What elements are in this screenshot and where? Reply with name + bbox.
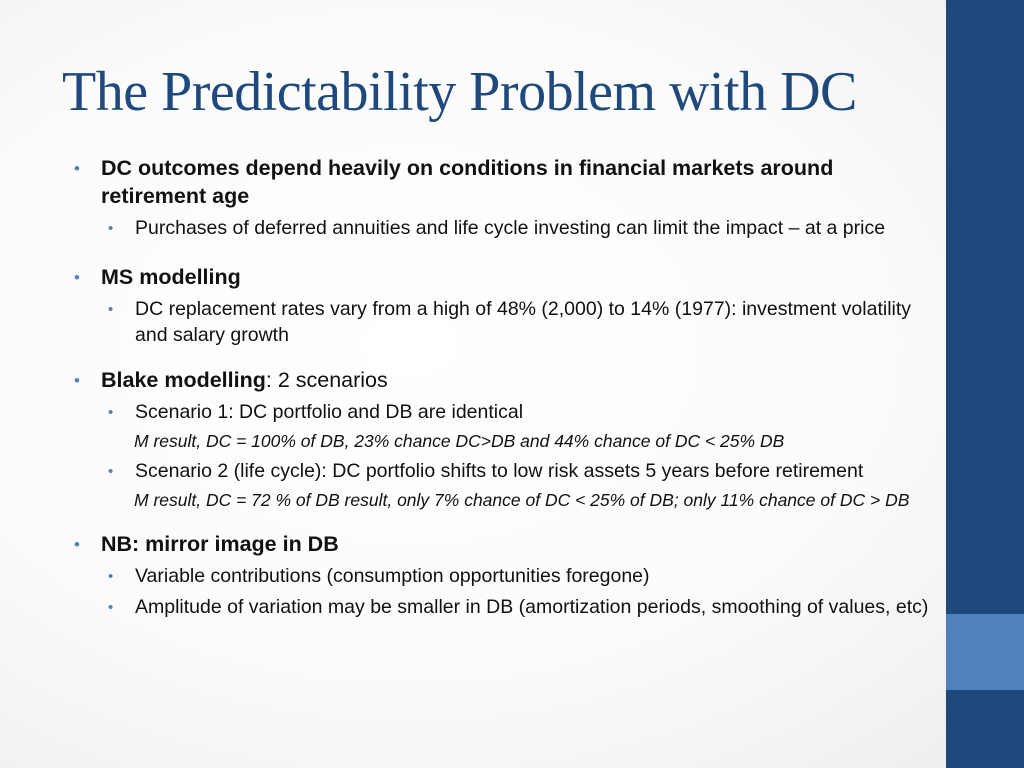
- bullet-item: • MS modelling: [74, 263, 934, 291]
- bullet-dot-icon: •: [74, 371, 80, 390]
- sidebar-accent-block: [946, 614, 1024, 690]
- bullet-dot-icon: •: [74, 535, 80, 554]
- bullet-item: • DC outcomes depend heavily on conditio…: [74, 154, 934, 210]
- sub-bullet-dot-icon: •: [108, 568, 114, 585]
- sub-bullet-text: Purchases of deferred annuities and life…: [135, 217, 886, 239]
- bullet-item: • NB: mirror image in DB: [74, 530, 934, 558]
- bullet-text: MS modelling: [101, 265, 241, 289]
- sub-bullet-item: • Scenario 2 (life cycle): DC portfolio …: [108, 458, 934, 484]
- sub-bullet-dot-icon: •: [108, 220, 114, 237]
- sub-bullet-text: Scenario 1: DC portfolio and DB are iden…: [135, 401, 524, 423]
- bullet-item: • Blake modelling: 2 scenarios: [74, 366, 934, 394]
- sub-bullet-text: Amplitude of variation may be smaller in…: [135, 596, 929, 618]
- scenario-result-note: M result, DC = 72 % of DB result, only 7…: [134, 490, 910, 510]
- sub-bullet-text: Variable contributions (consumption oppo…: [135, 565, 650, 587]
- sub-bullet-dot-icon: •: [108, 599, 114, 616]
- bullet-group-ms-modelling: • MS modelling • DC replacement rates va…: [74, 263, 934, 348]
- bullet-dot-icon: •: [74, 159, 80, 178]
- bullet-group-mirror-image: • NB: mirror image in DB • Variable cont…: [74, 530, 934, 620]
- sub-bullet-item: • Amplitude of variation may be smaller …: [108, 594, 934, 620]
- bullet-text: DC outcomes depend heavily on conditions…: [101, 156, 834, 208]
- slide-content: • DC outcomes depend heavily on conditio…: [74, 154, 934, 638]
- bullet-text-rest: : 2 scenarios: [265, 368, 388, 392]
- sub-bullet-dot-icon: •: [108, 404, 114, 421]
- sub-bullet-dot-icon: •: [108, 463, 114, 480]
- bullet-group-blake-modelling: • Blake modelling: 2 scenarios • Scenari…: [74, 366, 934, 512]
- sub-bullet-dot-icon: •: [108, 301, 114, 318]
- sub-bullet-item: • Purchases of deferred annuities and li…: [108, 215, 934, 241]
- slide-title: The Predictability Problem with DC: [62, 61, 857, 123]
- bullet-group-dc-outcomes: • DC outcomes depend heavily on conditio…: [74, 154, 934, 241]
- sub-bullet-text: DC replacement rates vary from a high of…: [135, 298, 912, 346]
- bullet-text: NB: mirror image in DB: [101, 532, 339, 556]
- sub-bullet-text: Scenario 2 (life cycle): DC portfolio sh…: [135, 460, 864, 482]
- bullet-text-bold: Blake modelling: [101, 368, 266, 392]
- sub-bullet-item: • DC replacement rates vary from a high …: [108, 296, 934, 348]
- sub-bullet-item: • Variable contributions (consumption op…: [108, 563, 934, 589]
- bullet-dot-icon: •: [74, 268, 80, 287]
- sub-bullet-item: • Scenario 1: DC portfolio and DB are id…: [108, 399, 934, 425]
- scenario-result-note: M result, DC = 100% of DB, 23% chance DC…: [134, 431, 785, 451]
